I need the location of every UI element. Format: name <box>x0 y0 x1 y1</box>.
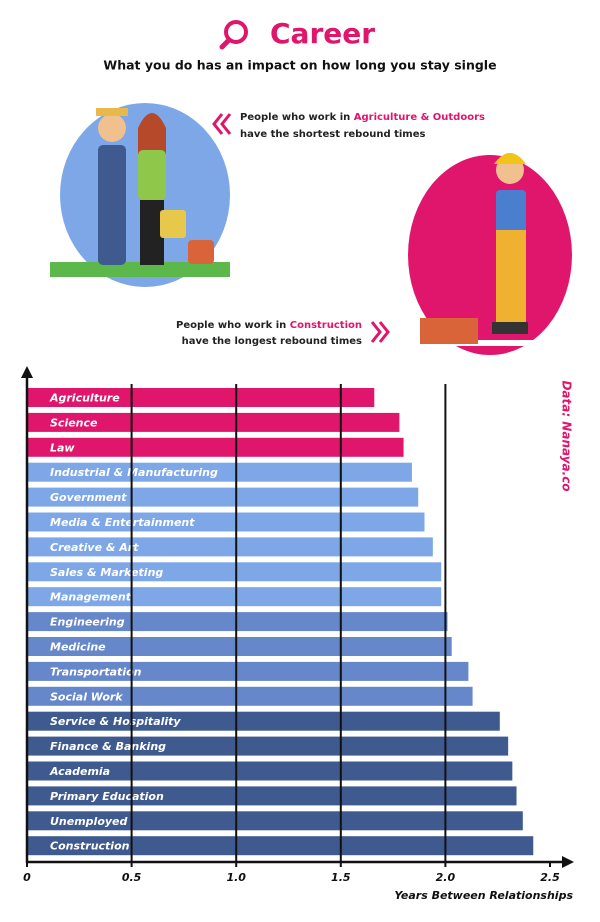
x-axis-arrow <box>562 856 574 868</box>
bar <box>27 686 473 706</box>
bar-label: Service & Hospitality <box>50 715 181 728</box>
x-tick-label: 0 <box>23 871 31 884</box>
bar-label: Finance & Banking <box>50 740 166 753</box>
bar-label: Medicine <box>50 641 106 654</box>
y-axis-arrow <box>21 366 33 378</box>
x-tick-label: 0.5 <box>122 871 142 884</box>
farmers-illustration <box>50 103 230 287</box>
bar-label: Transportation <box>50 665 142 678</box>
bar-label: Creative & Art <box>50 541 139 554</box>
bar <box>27 437 404 457</box>
bar-label: Media & Entertainment <box>50 516 195 529</box>
x-tick-label: 2.5 <box>540 871 560 884</box>
annotation-highlight: Construction <box>290 320 362 331</box>
bar <box>27 761 513 781</box>
x-tick-label: 2.0 <box>436 871 456 884</box>
annotation: have the longest rebound times <box>182 336 362 347</box>
x-tick-label: 1.0 <box>226 871 246 884</box>
bar-label: Agriculture <box>49 392 120 405</box>
annotation: have the shortest rebound times <box>240 129 425 140</box>
bar <box>27 711 500 731</box>
arrow-left-icon <box>212 113 232 135</box>
bar-label: Primary Education <box>50 790 164 803</box>
annotation: People who work in Agriculture & Outdoor… <box>240 112 485 123</box>
annotation: People who work in Construction <box>176 320 362 331</box>
bar-label: Engineering <box>50 616 125 629</box>
bar <box>27 487 419 507</box>
bar-label: Law <box>50 441 75 454</box>
bar-label: Social Work <box>50 690 123 703</box>
bar-label: Science <box>50 416 98 429</box>
search-icon <box>219 20 248 50</box>
bar-label: Unemployed <box>50 815 128 828</box>
bar-label: Industrial & Manufacturing <box>50 466 218 479</box>
bar <box>27 637 452 656</box>
title: Career <box>270 17 375 50</box>
annotation-highlight: Agriculture & Outdoors <box>354 112 485 123</box>
worker-illustration <box>405 153 575 355</box>
bar <box>27 786 517 806</box>
bar <box>27 661 469 681</box>
subtitle: What you do has an impact on how long yo… <box>103 58 496 73</box>
bar-label: Management <box>50 591 132 604</box>
bar-label: Academia <box>49 765 110 778</box>
bar <box>27 512 425 532</box>
bar <box>27 388 375 407</box>
bar <box>27 412 400 432</box>
bar <box>27 537 433 557</box>
annotation-text: People who work in <box>240 112 354 123</box>
source: Data: Nanaya.co <box>560 380 574 491</box>
annotation-text: People who work in <box>176 320 290 331</box>
x-tick-label: 1.5 <box>331 871 351 884</box>
bar <box>27 462 412 482</box>
bar <box>27 736 509 756</box>
bar <box>27 811 523 831</box>
bar <box>27 562 442 582</box>
bar-label: Government <box>50 491 127 504</box>
bar-label: Construction <box>50 840 130 853</box>
bar <box>27 836 534 856</box>
bar-label: Sales & Marketing <box>50 566 163 579</box>
bar <box>27 587 442 607</box>
arrow-right-icon <box>370 321 390 343</box>
x-axis-label: Years Between Relationships <box>394 889 573 902</box>
